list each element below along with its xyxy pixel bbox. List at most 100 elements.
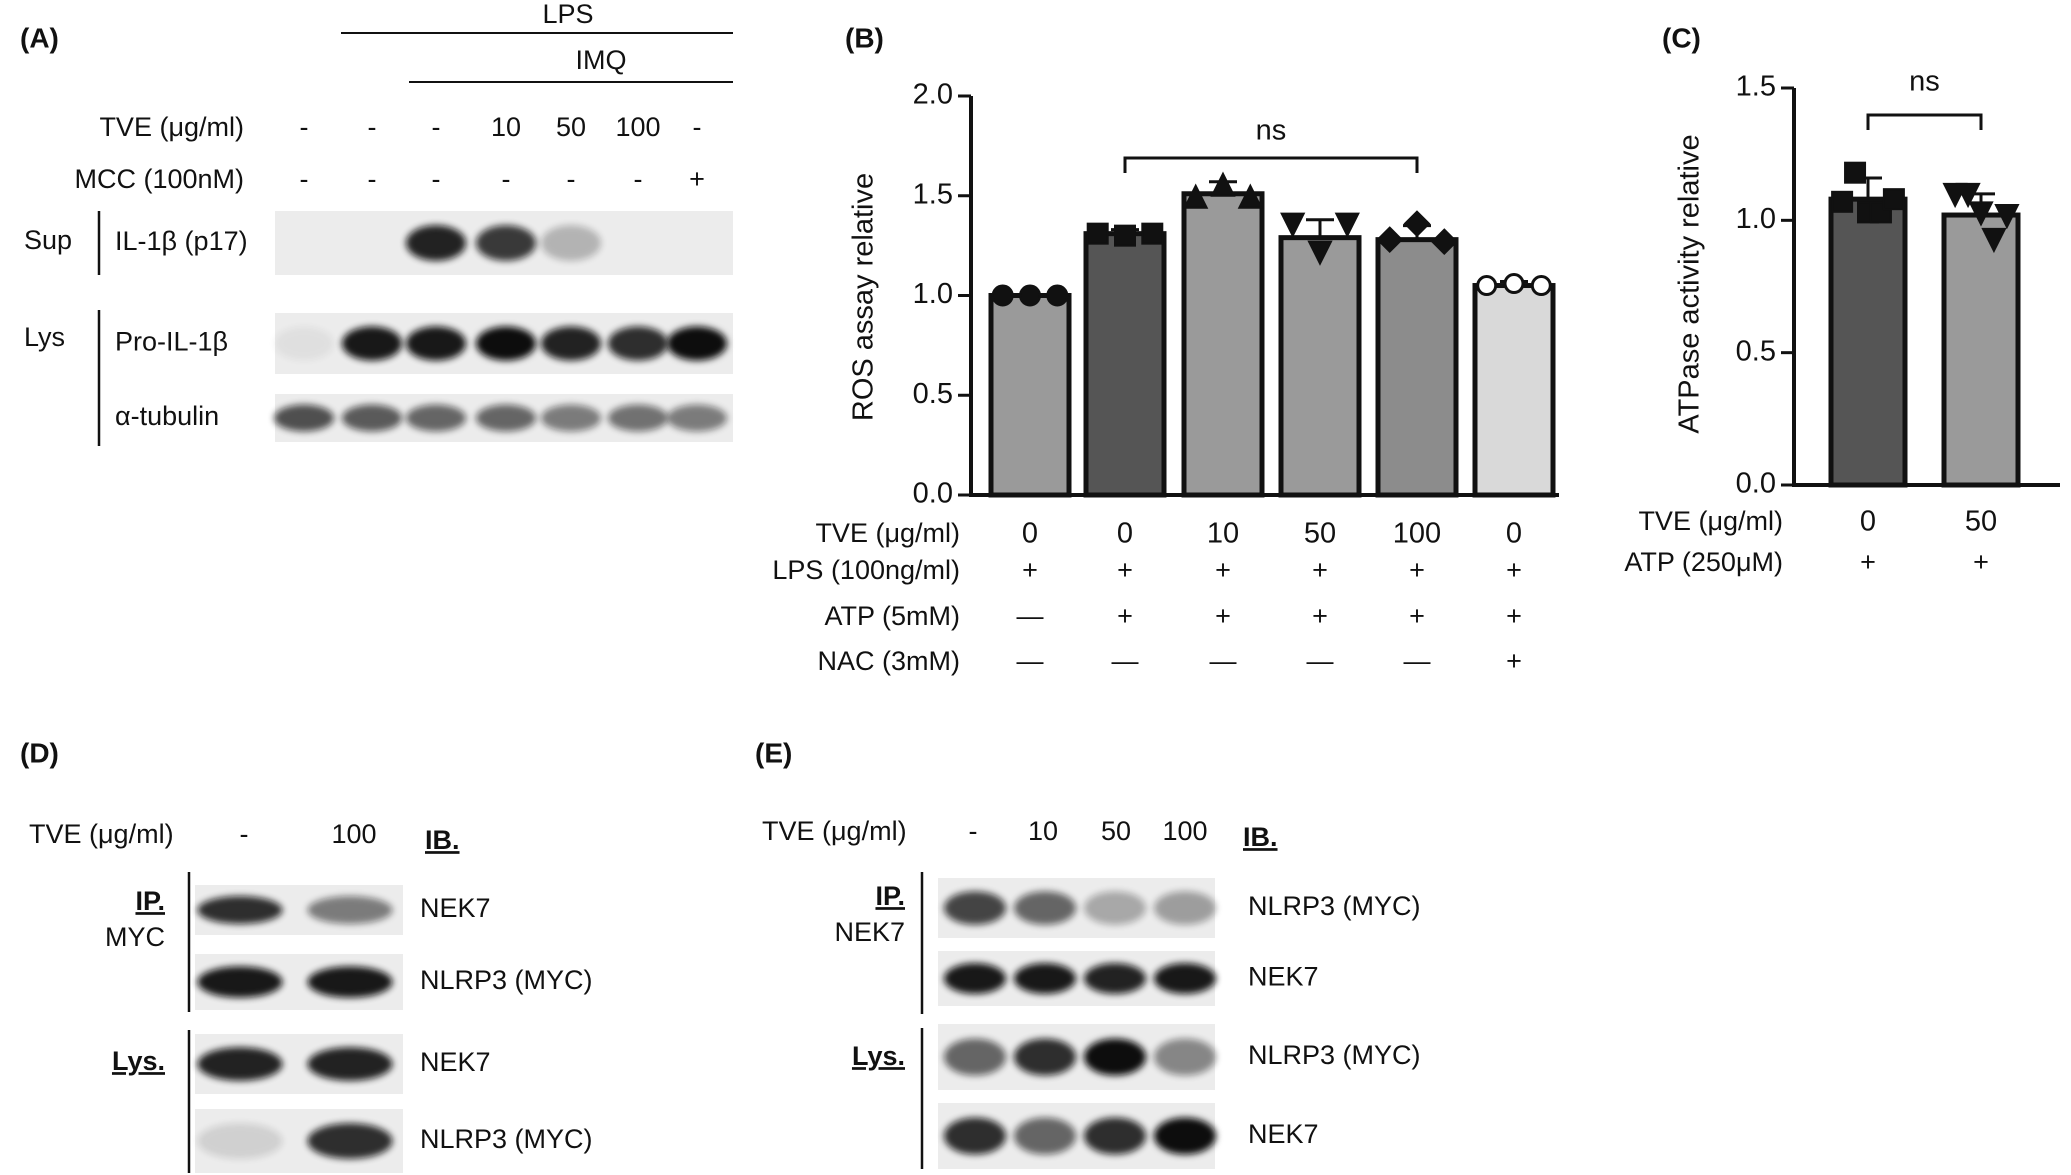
blot-label: Pro-IL-1β [115, 327, 228, 357]
data-point [1210, 171, 1236, 197]
x-tick-label: 0 [1117, 518, 1133, 550]
condition-name: MCC (100nM) [74, 164, 244, 194]
blot-label: NLRP3 (MYC) [420, 1124, 593, 1154]
panel-label: (B) [845, 22, 884, 53]
blot-band [608, 326, 668, 361]
data-point [1476, 275, 1498, 297]
condition-cell: + [1860, 547, 1876, 577]
significance-bracket [1866, 113, 1983, 130]
x-tick-label: 0 [1860, 506, 1876, 538]
data-point [1981, 227, 2007, 254]
condition-cell: + [1312, 555, 1328, 585]
data-point [1376, 226, 1404, 254]
panel-label: (C) [1662, 22, 1701, 53]
condition-cell: - [502, 164, 511, 194]
condition-cell: - [240, 819, 249, 849]
condition-cell: - [432, 112, 441, 142]
blot-band [1014, 1038, 1076, 1076]
condition-cell: + [1117, 601, 1133, 631]
blot-band [197, 896, 283, 924]
data-point [1530, 275, 1552, 297]
blot-band [541, 326, 601, 361]
condition-cell: - [368, 112, 377, 142]
blot-band [476, 326, 536, 361]
data-point [1019, 284, 1041, 307]
blot-band [667, 404, 727, 432]
bar [988, 293, 1072, 498]
group-label: Lys. [852, 1041, 905, 1071]
significance-label: ns [1256, 115, 1287, 147]
blot-label: NEK7 [1248, 1119, 1319, 1149]
condition-cell: + [1409, 601, 1425, 631]
panel-label: (D) [20, 737, 59, 768]
y-tick-label: 0.5 [1736, 335, 1776, 367]
blot-band [307, 896, 393, 924]
group-label: Sup [24, 225, 72, 255]
x-axis-title: TVE (μg/ml) [815, 518, 960, 548]
data-point [1237, 183, 1263, 209]
condition-cell: — [1017, 601, 1044, 631]
blot-band [608, 404, 668, 432]
data-point [1114, 224, 1136, 247]
group-label: Lys [24, 322, 65, 352]
data-point [1955, 182, 1981, 209]
blot-label: NLRP3 (MYC) [1248, 1040, 1421, 1070]
x-tick-label: 0 [1022, 518, 1038, 550]
blot-label: NEK7 [420, 893, 491, 923]
y-tick-label: 0.0 [1736, 468, 1776, 500]
condition-cell: + [1506, 646, 1522, 676]
group-sublabel: MYC [105, 922, 165, 952]
condition-cell: 100 [615, 112, 660, 142]
blot-band [307, 966, 393, 998]
blot-band [307, 1047, 393, 1081]
y-axis-title: ATPase activity relative [1674, 134, 1706, 433]
condition-cell: + [1215, 555, 1231, 585]
bar [1181, 191, 1265, 498]
blot-band [406, 326, 466, 361]
blot-band [944, 1117, 1006, 1155]
condition-name: TVE (μg/ml) [29, 819, 174, 849]
x-tick-label: 10 [1207, 518, 1239, 550]
condition-cell: + [1022, 555, 1038, 585]
blot-band [1084, 1117, 1146, 1155]
blot-band [944, 891, 1006, 925]
condition-cell: + [1506, 601, 1522, 631]
x-tick-label: 100 [1393, 518, 1441, 550]
group-label: IP. [875, 881, 905, 911]
y-tick-label: 1.5 [913, 178, 953, 210]
blot-label: NLRP3 (MYC) [420, 965, 593, 995]
panel-label: (E) [755, 737, 792, 768]
panel-label: (A) [20, 22, 59, 53]
data-point [1882, 188, 1905, 211]
data-point [1831, 190, 1854, 213]
blot-band [307, 1123, 393, 1159]
y-tick-label: 1.0 [1736, 203, 1776, 235]
blot-label: NEK7 [420, 1047, 491, 1077]
data-point [1994, 204, 2020, 230]
blot-label: IL-1β (p17) [115, 226, 248, 256]
bar [1941, 212, 2021, 488]
treatment-label: LPS [542, 0, 593, 29]
blot-band [944, 963, 1006, 994]
y-tick-label: 0.0 [913, 478, 953, 510]
data-point [1968, 201, 1994, 227]
data-point [1844, 161, 1867, 184]
blot-band [667, 326, 727, 361]
blot-band [1014, 891, 1076, 925]
y-tick-label: 1.0 [913, 278, 953, 310]
blot-band [541, 225, 601, 261]
blot-band [197, 966, 283, 998]
condition-cell: 50 [1101, 816, 1131, 846]
condition-cell: — [1112, 646, 1139, 676]
significance-bracket [1123, 156, 1419, 173]
group-label: Lys. [112, 1046, 165, 1076]
blot-band [1084, 963, 1146, 994]
blot-band [406, 225, 466, 261]
condition-cell: - [300, 112, 309, 142]
blot-label: NEK7 [1248, 962, 1319, 992]
bar [1083, 231, 1167, 498]
data-point [1086, 222, 1109, 245]
condition-name: NAC (3mM) [818, 646, 961, 676]
x-tick-label: 0 [1506, 518, 1522, 550]
